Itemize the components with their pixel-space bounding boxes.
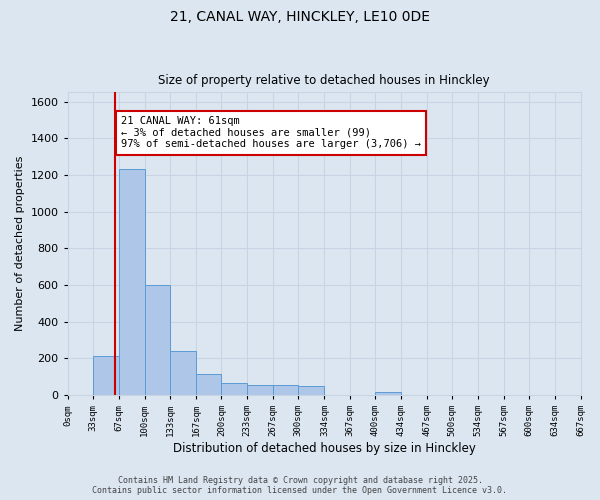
Text: 21, CANAL WAY, HINCKLEY, LE10 0DE: 21, CANAL WAY, HINCKLEY, LE10 0DE — [170, 10, 430, 24]
Bar — [119, 170, 145, 395]
Bar — [221, 383, 247, 395]
Bar — [170, 351, 196, 395]
Bar — [273, 385, 298, 395]
X-axis label: Distribution of detached houses by size in Hinckley: Distribution of detached houses by size … — [173, 442, 476, 455]
Text: 21 CANAL WAY: 61sqm
← 3% of detached houses are smaller (99)
97% of semi-detache: 21 CANAL WAY: 61sqm ← 3% of detached hou… — [121, 116, 421, 150]
Bar — [196, 374, 221, 395]
Bar — [375, 392, 401, 395]
Text: Contains HM Land Registry data © Crown copyright and database right 2025.
Contai: Contains HM Land Registry data © Crown c… — [92, 476, 508, 495]
Bar — [298, 386, 325, 395]
Bar — [145, 285, 170, 395]
Y-axis label: Number of detached properties: Number of detached properties — [15, 156, 25, 332]
Bar — [247, 385, 273, 395]
Bar — [93, 356, 119, 395]
Title: Size of property relative to detached houses in Hinckley: Size of property relative to detached ho… — [158, 74, 490, 87]
